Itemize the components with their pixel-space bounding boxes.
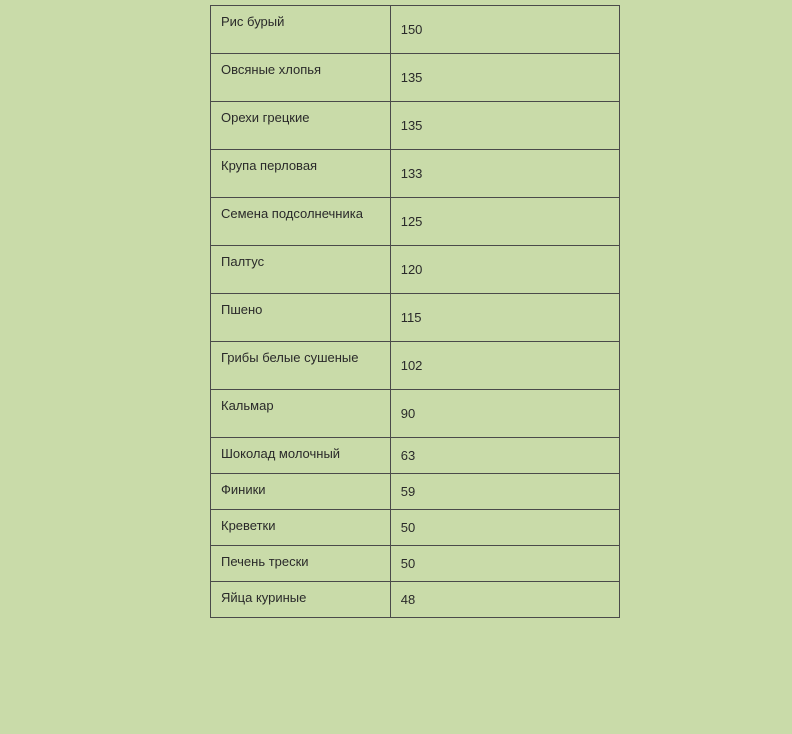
table-row: Крупа перловая133: [211, 150, 620, 198]
food-name-cell: Пшено: [211, 294, 391, 342]
food-value-cell: 50: [390, 510, 619, 546]
food-name-cell: Яйца куриные: [211, 582, 391, 618]
food-value-cell: 120: [390, 246, 619, 294]
food-value-cell: 135: [390, 54, 619, 102]
table-row: Печень трески50: [211, 546, 620, 582]
food-value-cell: 133: [390, 150, 619, 198]
food-name-cell: Семена подсолнечника: [211, 198, 391, 246]
food-value-cell: 102: [390, 342, 619, 390]
table-row: Кальмар90: [211, 390, 620, 438]
food-name-cell: Орехи грецкие: [211, 102, 391, 150]
table-row: Грибы белые сушеные102: [211, 342, 620, 390]
food-name-cell: Креветки: [211, 510, 391, 546]
food-value-cell: 90: [390, 390, 619, 438]
table-row: Финики59: [211, 474, 620, 510]
table-row: Пшено115: [211, 294, 620, 342]
food-name-cell: Палтус: [211, 246, 391, 294]
table-row: Шоколад молочный63: [211, 438, 620, 474]
nutrition-table-container: Рис бурый150Овсяные хлопья135Орехи грецк…: [210, 5, 620, 618]
food-value-cell: 150: [390, 6, 619, 54]
table-body: Рис бурый150Овсяные хлопья135Орехи грецк…: [211, 6, 620, 618]
food-value-cell: 59: [390, 474, 619, 510]
food-name-cell: Шоколад молочный: [211, 438, 391, 474]
food-value-cell: 135: [390, 102, 619, 150]
food-value-cell: 50: [390, 546, 619, 582]
food-name-cell: Рис бурый: [211, 6, 391, 54]
table-row: Яйца куриные48: [211, 582, 620, 618]
food-name-cell: Финики: [211, 474, 391, 510]
table-row: Овсяные хлопья135: [211, 54, 620, 102]
food-name-cell: Овсяные хлопья: [211, 54, 391, 102]
food-name-cell: Грибы белые сушеные: [211, 342, 391, 390]
nutrition-table: Рис бурый150Овсяные хлопья135Орехи грецк…: [210, 5, 620, 618]
table-row: Креветки50: [211, 510, 620, 546]
food-name-cell: Кальмар: [211, 390, 391, 438]
food-value-cell: 48: [390, 582, 619, 618]
table-row: Рис бурый150: [211, 6, 620, 54]
table-row: Палтус120: [211, 246, 620, 294]
food-value-cell: 63: [390, 438, 619, 474]
food-value-cell: 115: [390, 294, 619, 342]
table-row: Орехи грецкие135: [211, 102, 620, 150]
food-name-cell: Крупа перловая: [211, 150, 391, 198]
food-value-cell: 125: [390, 198, 619, 246]
table-row: Семена подсолнечника125: [211, 198, 620, 246]
food-name-cell: Печень трески: [211, 546, 391, 582]
